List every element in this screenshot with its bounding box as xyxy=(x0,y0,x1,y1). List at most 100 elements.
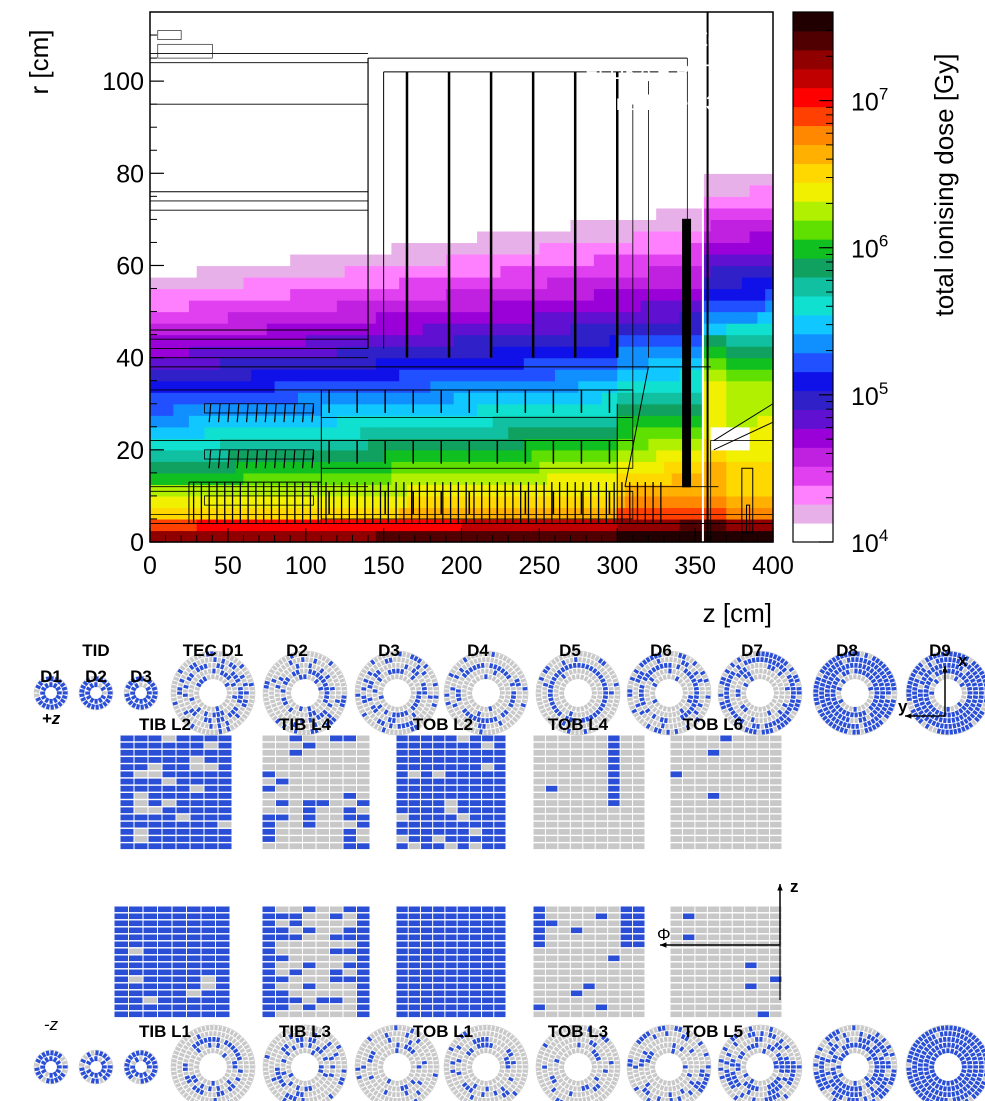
heatmap-cell xyxy=(625,58,634,71)
heatmap-cell xyxy=(204,92,213,105)
heatmap-cell xyxy=(165,12,174,25)
heatmap-cell xyxy=(204,530,213,543)
heatmap-cell xyxy=(188,58,198,71)
heatmap-cell xyxy=(406,518,416,532)
heatmap-cell xyxy=(749,484,759,497)
module xyxy=(361,691,366,695)
module xyxy=(416,722,423,728)
heatmap-cell xyxy=(617,173,626,186)
heatmap-cell xyxy=(578,161,587,174)
heatmap-cell xyxy=(671,300,681,313)
heatmap-cell xyxy=(336,530,346,543)
heatmap-cell xyxy=(282,92,291,105)
heatmap-cell xyxy=(593,415,603,428)
heatmap-cell xyxy=(539,311,548,324)
heatmap-cell xyxy=(492,461,502,474)
heatmap-cell xyxy=(336,288,346,301)
module xyxy=(327,660,334,667)
heatmap-cell xyxy=(508,403,517,416)
heatmap-cell xyxy=(251,150,260,163)
heatmap-cell xyxy=(469,150,478,163)
heatmap-cell xyxy=(399,288,408,301)
module xyxy=(131,677,137,684)
heatmap-cell xyxy=(734,472,743,485)
heatmap-cell xyxy=(554,81,564,94)
heatmap-cell xyxy=(531,184,540,197)
heatmap-cell xyxy=(399,357,408,370)
heatmap-cell xyxy=(656,472,665,485)
heatmap-cell xyxy=(212,334,221,347)
module xyxy=(317,686,324,691)
heatmap-cell xyxy=(383,104,393,117)
heatmap-cell xyxy=(500,323,509,336)
heatmap-cell xyxy=(679,46,688,59)
heatmap-cell xyxy=(243,127,252,140)
heatmap-cell xyxy=(430,449,439,462)
geometry-line xyxy=(245,403,249,423)
heatmap-cell xyxy=(734,530,743,543)
heatmap-cell xyxy=(360,69,369,82)
colorbar-step xyxy=(793,49,833,70)
heatmap-cell xyxy=(718,138,727,151)
heatmap-cell xyxy=(461,92,470,105)
heatmap-cell xyxy=(469,265,478,278)
module xyxy=(195,673,202,680)
heatmap-cell xyxy=(718,230,727,244)
module xyxy=(297,729,302,735)
heatmap-cell xyxy=(165,518,174,532)
heatmap-cell xyxy=(531,472,540,485)
heatmap-cell xyxy=(593,518,603,532)
heatmap-cell xyxy=(181,230,190,244)
heatmap-cell xyxy=(227,323,237,336)
module xyxy=(203,663,208,670)
heatmap-cell xyxy=(625,46,634,59)
heatmap-cell xyxy=(656,81,665,94)
module xyxy=(194,691,200,695)
heatmap-cell xyxy=(508,242,517,255)
heatmap-cell xyxy=(430,461,439,474)
heatmap-cell xyxy=(344,23,354,36)
heatmap-cell xyxy=(181,484,190,497)
module xyxy=(228,678,235,684)
heatmap-cell xyxy=(344,449,354,462)
heatmap-cell xyxy=(313,138,322,151)
module xyxy=(243,695,249,699)
heatmap-cell xyxy=(251,369,260,382)
module xyxy=(486,723,490,729)
module xyxy=(391,662,396,669)
module xyxy=(241,666,248,673)
heatmap-cell xyxy=(445,23,455,36)
heatmap-cell xyxy=(375,288,385,301)
module xyxy=(244,691,249,695)
heatmap-cell xyxy=(150,265,159,278)
heatmap-cell xyxy=(593,58,603,71)
heatmap-cell xyxy=(539,449,548,462)
heatmap-cell xyxy=(516,461,525,474)
heatmap-cell xyxy=(290,415,299,428)
module xyxy=(269,682,276,687)
heatmap-cell xyxy=(251,161,260,174)
heatmap-cell xyxy=(227,311,237,324)
heatmap-cell xyxy=(726,69,735,82)
heatmap-cell xyxy=(305,115,315,128)
heatmap-cell xyxy=(726,392,735,405)
heatmap-cell xyxy=(344,219,354,232)
heatmap-cell xyxy=(157,288,167,301)
heatmap-cell xyxy=(663,392,673,405)
module xyxy=(189,697,195,702)
module xyxy=(49,698,53,704)
module xyxy=(310,651,315,658)
module xyxy=(237,670,243,676)
heatmap-cell xyxy=(282,161,291,174)
heatmap-cell xyxy=(297,104,307,117)
heatmap-cell xyxy=(344,184,354,197)
heatmap-cell xyxy=(601,300,611,313)
heatmap-cell xyxy=(492,380,502,393)
heatmap-cell xyxy=(305,300,315,313)
heatmap-cell xyxy=(212,392,221,405)
heatmap-cell xyxy=(406,392,416,405)
heatmap-cell xyxy=(212,58,221,71)
module xyxy=(359,672,366,678)
heatmap-cell xyxy=(632,300,642,313)
